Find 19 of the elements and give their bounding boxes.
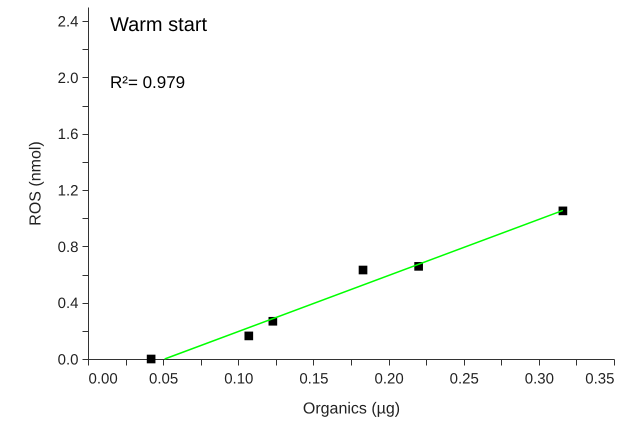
x-axis-title: Organics (µg)	[302, 400, 400, 418]
x-tick-label: 0.30	[524, 370, 554, 388]
x-tick-label: 0.20	[374, 370, 404, 388]
y-axis-title: ROS (nmol)	[28, 141, 45, 226]
x-tick-label: 0.25	[450, 370, 479, 388]
annotation: R²= 0.979	[110, 73, 186, 92]
y-tick-label: 1.6	[58, 126, 78, 144]
y-tick-label: 2.0	[58, 70, 78, 87]
y-tick-label: 0.0	[58, 352, 78, 368]
y-tick-label: 0.4	[58, 295, 78, 312]
y-tick-label: 1.2	[58, 182, 78, 200]
x-tick-label: 0.05	[149, 370, 178, 388]
x-tick-label: 0.15	[299, 370, 329, 388]
annotation: Warm start	[110, 14, 208, 36]
y-tick-label: 2.4	[58, 14, 78, 31]
x-tick-label: 0.00	[88, 370, 118, 388]
y-tick-label: 0.8	[58, 238, 78, 256]
x-tick-label: 0.10	[224, 370, 254, 388]
x-tick-label: 0.35	[585, 370, 614, 388]
